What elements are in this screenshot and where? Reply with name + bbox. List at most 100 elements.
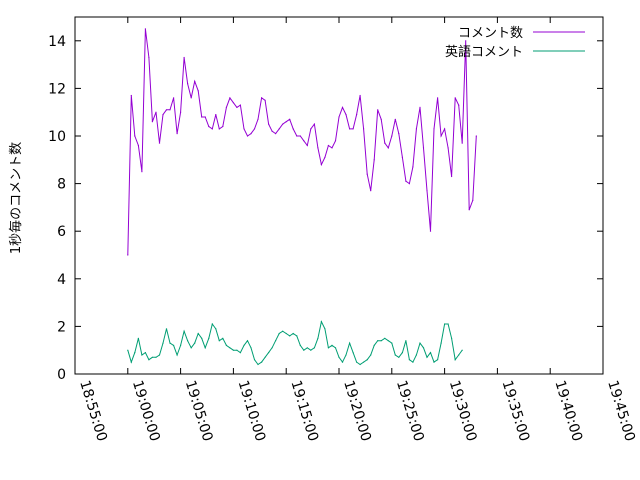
series-1-point-1 [130, 361, 132, 363]
series-0-point-19 [194, 80, 196, 82]
series-1-point-12 [169, 342, 171, 344]
series-0-point-42 [275, 133, 277, 135]
series-0-point-26 [218, 128, 220, 130]
series-1-point-75 [391, 342, 393, 344]
series-0-point-51 [306, 144, 308, 147]
series-1-point-82 [415, 354, 417, 356]
series-0-point-31 [236, 106, 238, 108]
series-0-point-75 [391, 135, 393, 137]
series-0-point-68 [366, 173, 368, 175]
series-0-point-65 [356, 114, 358, 116]
legend-label-0: コメント数 [458, 26, 523, 41]
series-0-point-48 [296, 135, 298, 137]
series-1-point-77 [398, 356, 400, 358]
series-1-point-69 [370, 354, 372, 356]
series-1-point-20 [197, 332, 199, 335]
series-0-point-76 [394, 118, 396, 120]
series-0-point-53 [313, 123, 315, 125]
series-line-0 [127, 28, 477, 256]
series-0-point-28 [225, 106, 227, 108]
series-0-point-33 [243, 128, 245, 130]
series-1-point-16 [183, 330, 185, 332]
series-1-point-7 [151, 356, 153, 358]
series-0-point-70 [373, 159, 375, 161]
series-0-point-63 [349, 128, 351, 130]
series-0-point-15 [180, 111, 182, 113]
series-0-point-72 [380, 118, 382, 120]
series-0-point-84 [422, 147, 425, 149]
series-1-point-19 [194, 342, 196, 344]
series-0-point-92 [451, 175, 453, 178]
series-1-point-83 [419, 342, 421, 344]
series-1-point-46 [289, 335, 291, 337]
series-1-point-44 [282, 330, 284, 332]
series-0-point-73 [384, 142, 386, 144]
series-0-point-96 [465, 40, 467, 42]
series-1-point-86 [429, 352, 432, 354]
series-0-point-6 [148, 56, 150, 59]
series-1-point-76 [394, 354, 396, 356]
series-1-point-4 [141, 354, 143, 356]
series-1-point-79 [405, 340, 407, 342]
series-0-point-59 [334, 140, 337, 142]
series-1-point-65 [356, 361, 358, 363]
series-0-point-18 [190, 97, 192, 99]
series-0-point-32 [239, 104, 241, 106]
series-1-point-78 [401, 352, 403, 354]
series-0-point-37 [257, 118, 259, 120]
series-1-point-8 [155, 356, 157, 358]
series-1-point-57 [327, 347, 329, 349]
series-1-point-68 [366, 359, 368, 361]
series-1-point-48 [296, 335, 298, 337]
series-0-point-46 [289, 118, 291, 120]
series-0-point-91 [447, 147, 449, 149]
y-tick-label-7: 14 [48, 34, 66, 50]
series-0-point-40 [268, 123, 270, 125]
series-0-point-79 [405, 180, 407, 182]
series-1-point-89 [440, 342, 442, 344]
series-0-point-30 [232, 102, 234, 104]
series-1 [127, 320, 463, 366]
series-1-point-84 [422, 347, 425, 349]
series-1-point-15 [180, 344, 182, 346]
series-1-point-70 [373, 344, 375, 346]
series-0-point-90 [444, 128, 446, 130]
series-1-point-24 [211, 323, 213, 325]
series-0-point-69 [370, 190, 372, 192]
series-0-point-7 [151, 121, 153, 123]
series-1-point-30 [232, 349, 234, 351]
series-0-point-43 [278, 128, 280, 130]
series-1-point-93 [454, 359, 456, 361]
series-1-point-56 [324, 328, 326, 330]
series-1-point-0 [127, 349, 129, 351]
series-1-point-55 [320, 321, 322, 323]
series-0-point-71 [377, 109, 379, 111]
series-0-point-97 [468, 209, 470, 211]
series-1-point-95 [461, 349, 463, 351]
series-1-point-45 [285, 332, 287, 335]
series-1-point-35 [250, 347, 252, 349]
series-0-point-78 [401, 156, 403, 158]
series-0-point-94 [458, 104, 460, 106]
y-tick-label-3: 6 [57, 224, 66, 240]
legend-label-1: 英語コメント [445, 44, 523, 60]
series-1-point-51 [306, 347, 308, 349]
series-1-point-62 [345, 354, 347, 356]
series-1-point-2 [134, 352, 136, 354]
series-1-point-34 [246, 340, 249, 342]
series-1-point-92 [451, 337, 453, 339]
series-1-point-60 [338, 356, 340, 358]
series-1-point-9 [158, 354, 161, 356]
series-0-point-56 [324, 156, 326, 158]
series-1-point-32 [239, 352, 241, 354]
series-0-point-34 [246, 135, 249, 137]
series-1-point-67 [363, 361, 365, 363]
series-1-point-31 [236, 349, 238, 351]
series-1-point-22 [204, 347, 206, 349]
series-0-point-44 [282, 123, 284, 125]
series-0-point-82 [415, 128, 417, 130]
series-0-point-5 [144, 28, 146, 30]
series-1-point-90 [444, 323, 446, 325]
series-1-point-14 [176, 354, 178, 356]
